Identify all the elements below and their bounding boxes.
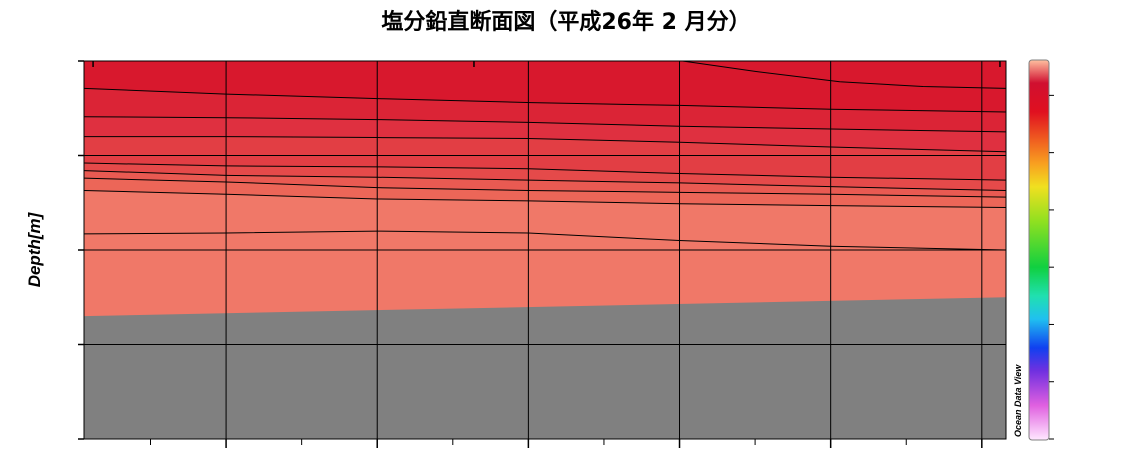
seafloor-area	[84, 297, 1006, 439]
colorbar-ticks	[1049, 94, 1054, 440]
contour-line-29-5	[682, 61, 1006, 89]
x-axis-ticks	[150, 439, 983, 448]
y-axis-label: Depth[m]	[25, 211, 44, 287]
colorbar	[1028, 59, 1050, 441]
watermark-text: Ocean Data View	[1013, 364, 1023, 437]
chart-title: 塩分鉛直断面図（平成26年 2 月分）	[381, 10, 751, 35]
seafloor	[84, 297, 1006, 439]
station-labels	[92, 61, 1001, 67]
y-axis-ticks	[78, 60, 84, 440]
